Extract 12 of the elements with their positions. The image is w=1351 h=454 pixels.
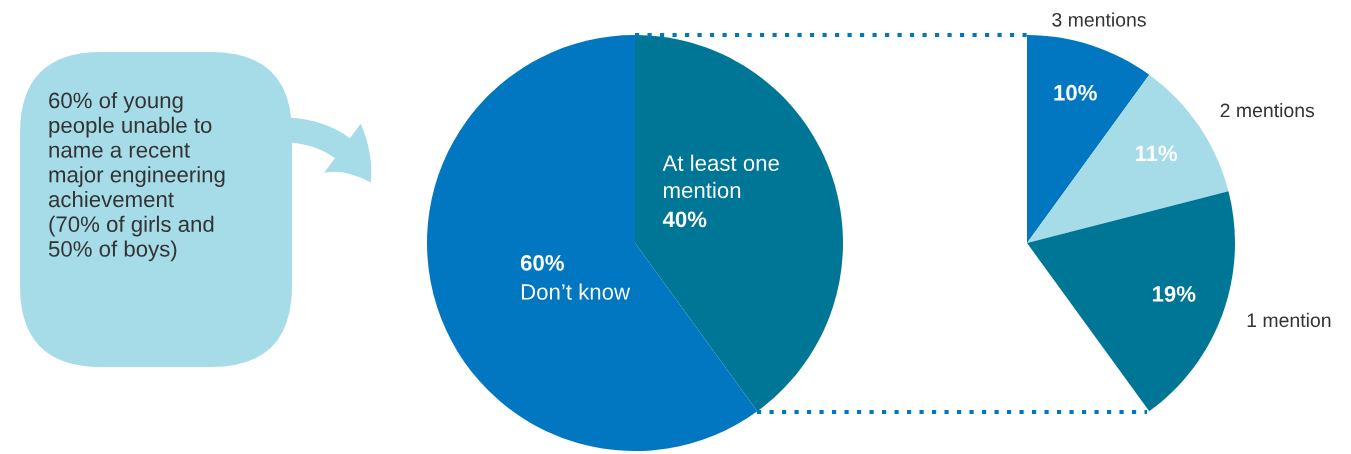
data-label: 19%: [1152, 286, 1196, 302]
slice-label: 1 mention: [1247, 312, 1331, 328]
slice-label: 3 mentions: [1052, 12, 1146, 27]
slice-label: At least one mention: [662, 154, 779, 199]
slice-label: Don’t know: [521, 283, 631, 300]
data-label: 10%: [1054, 84, 1097, 101]
data-label: 40%: [662, 211, 707, 228]
data-label: 60%: [520, 255, 564, 271]
pie-slice: [635, 35, 843, 412]
data-label: 11%: [1135, 145, 1178, 162]
slice-label: 2 mentions: [1220, 102, 1315, 118]
text: 60% of young people unable to name a recent major engineering achievement (70% of girls and 50% of boys): [48, 92, 225, 262]
